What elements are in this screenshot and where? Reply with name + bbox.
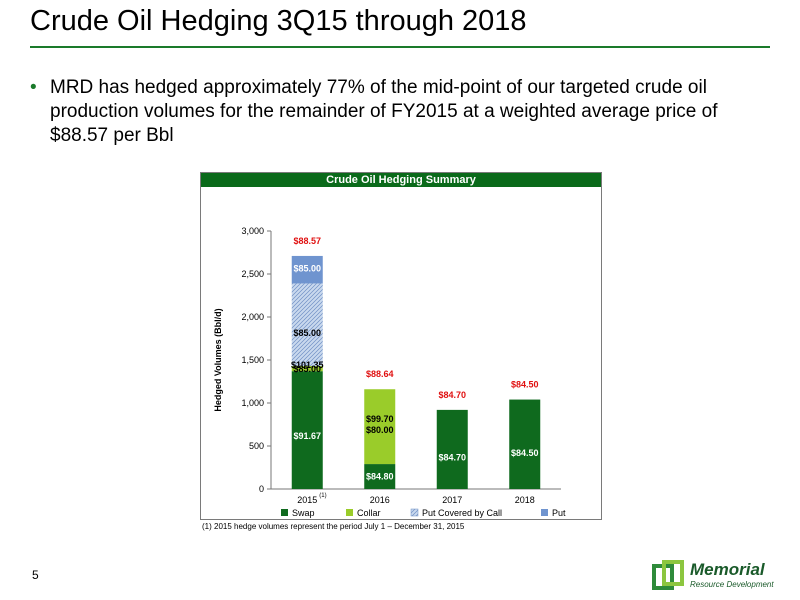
total-label: $84.70: [438, 390, 466, 400]
bar-swap: [364, 464, 396, 489]
y-tick-label: 2,000: [241, 312, 264, 322]
x-tick-label: 2018: [515, 495, 535, 505]
bar-swap: [509, 399, 541, 489]
legend-label: Collar: [357, 508, 381, 518]
x-tick-note: (1): [319, 493, 326, 499]
chart-panel: Crude Oil Hedging Summary 0 500 1,000 1,500…: [200, 172, 602, 520]
total-label: $84.50: [511, 380, 539, 390]
data-label-swap: $84.50: [511, 448, 539, 458]
bullet-text: MRD has hedged approximately 77% of the …: [50, 77, 718, 146]
bullet-icon: •: [30, 77, 37, 98]
data-label-put: $85.00: [293, 263, 321, 273]
data-label-collar: $99.70: [366, 414, 394, 424]
bar-swap: [291, 371, 323, 489]
legend-swatch: [410, 508, 419, 517]
data-label-swap: $84.70: [438, 452, 466, 462]
bar-put-covered-by-call: [291, 283, 323, 367]
data-label-swap: $84.80: [366, 472, 394, 482]
bar-collar: [364, 389, 396, 465]
y-tick-label: 1,500: [241, 355, 264, 365]
data-label-put-covered: $85.00: [293, 328, 321, 338]
page-number: 5: [32, 568, 39, 582]
legend-swatch: [281, 509, 288, 516]
legend-label: Put: [552, 508, 566, 518]
y-tick-label: 1,000: [241, 398, 264, 408]
bar-swap: [436, 409, 468, 489]
legend-label: Swap: [292, 508, 315, 518]
logo-mark-icon: [652, 560, 684, 590]
y-tick-label: 2,500: [241, 269, 264, 279]
legend-swatch: [346, 509, 353, 516]
bar-collar: [291, 366, 323, 372]
total-label: $88.57: [293, 236, 321, 246]
legend-swatch: [541, 509, 548, 516]
data-label-swap: $91.67: [293, 431, 321, 441]
bar-put: [291, 255, 323, 284]
hedging-chart: 0 500 1,000 1,500 2,000 2,500 3,000 Hedged Volu…: [213, 226, 566, 518]
bullet-point: • MRD has hedged approximately 77% of th…: [30, 76, 770, 148]
y-tick-label: 500: [249, 441, 264, 451]
slide-title: Crude Oil Hedging 3Q15 through 2018: [30, 5, 527, 37]
data-label-collar-floor: $85.00: [293, 364, 321, 374]
y-tick-label: 0: [259, 484, 264, 494]
total-label: $88.64: [366, 369, 394, 379]
footnote: (1) 2015 hedge volumes represent the per…: [202, 522, 465, 531]
logo-name: Memorial: [690, 560, 765, 579]
x-tick-label: 2017: [442, 495, 462, 505]
y-tick-label: 3,000: [241, 226, 264, 236]
chart-title: Crude Oil Hedging Summary: [201, 173, 601, 187]
x-tick-label: 2016: [370, 495, 390, 505]
logo-subtitle: Resource Development: [690, 580, 774, 589]
x-tick-label: 2015: [297, 495, 317, 505]
company-logo: Memorial Resource Development: [652, 560, 782, 594]
data-label-collar: $101.35: [291, 360, 324, 370]
data-label-collar-floor: $80.00: [366, 425, 394, 435]
legend-label: Put Covered by Call: [422, 508, 502, 518]
title-divider: [30, 46, 770, 48]
y-axis-title: Hedged Volumes (Bbl/d): [213, 308, 223, 411]
